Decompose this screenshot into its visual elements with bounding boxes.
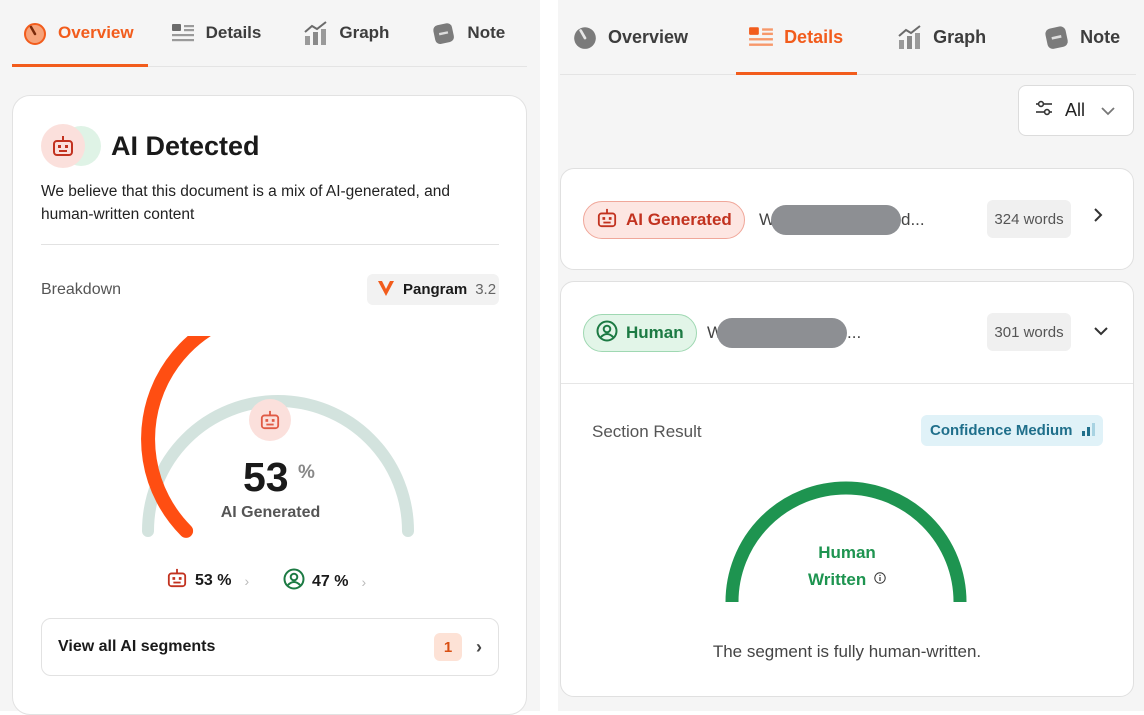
chart-icon [897,24,923,50]
confidence-badge: Confidence Medium [921,415,1103,446]
percent-sign: % [298,462,315,483]
redaction-bar [717,318,847,348]
human-result-line2-row: Written [561,566,1133,593]
info-icon[interactable] [874,566,886,592]
model-badge: Pangram 3.2 [367,274,499,305]
human-gauge [725,481,967,603]
chevron-right-icon: › [476,636,482,657]
gauge-robot-icon [249,399,291,441]
human-result-line2: Written [808,570,867,589]
segment-tag-label: AI Generated [626,210,732,229]
section-result-label: Section Result [592,422,702,441]
view-ai-segments-button[interactable]: View all AI segments 1 › [41,618,499,676]
model-name: Pangram [403,281,468,298]
tab-overview[interactable]: Overview [572,0,688,74]
pangram-logo-icon [377,279,395,301]
gauge-icon [22,20,48,46]
segment-filter-select[interactable]: All [1018,85,1134,136]
human-result-line1: Human [818,543,876,562]
model-version: 3.2 [475,281,497,298]
overview-panel: Overview Details Graph Note [0,0,540,715]
confidence-text: Confidence Medium [930,422,1073,439]
human-share-value: 47 % [312,572,349,590]
chevron-down-icon [1101,103,1115,119]
chevron-right-icon: › [361,573,367,590]
chevron-right-icon: › [244,572,250,589]
tab-label: Overview [608,26,689,47]
tab-label: Details [205,23,262,42]
ai-percent-value: 53 [243,454,289,500]
human-gauge-arc [725,481,967,603]
tab-label: Overview [58,23,134,42]
result-avatars [41,124,101,168]
divider [41,244,499,245]
ai-segment-count-badge: 1 [434,633,462,661]
robot-icon [41,124,85,168]
segment-preview-end: d... [901,210,925,229]
view-ai-segments-label: View all AI segments [58,638,216,655]
chevron-right-icon[interactable] [1093,207,1103,228]
ai-generated-tag: AI Generated [583,201,745,239]
detection-header: AI Detected [41,124,260,168]
tab-label: Graph [339,23,390,42]
tab-bar: Overview Details Graph Note [12,0,527,67]
word-count-badge: 301 words [987,313,1071,351]
sliders-icon [1035,100,1053,121]
filter-value: All [1065,100,1086,120]
tab-note[interactable]: Note [431,0,505,66]
tab-bar: Overview Details Graph Note [560,0,1136,75]
robot-icon [596,208,618,233]
segment-summary: The segment is fully human-written. [712,642,982,661]
tab-details[interactable]: Details [736,0,858,75]
tab-label: Note [467,23,506,42]
tab-graph[interactable]: Graph [897,0,986,74]
ai-share-value: 53 % [195,571,232,589]
robot-icon [166,568,188,593]
tab-note[interactable]: Note [1044,0,1120,74]
details-panel: Overview Details Graph Note All [558,0,1144,711]
tab-details[interactable]: Details [170,0,262,66]
gauge-ai-arc [141,336,211,538]
word-count-badge: 324 words [987,200,1071,238]
redaction-bar [771,205,901,235]
tab-overview[interactable]: Overview [12,0,148,67]
human-icon [283,568,305,595]
chart-icon [303,20,329,46]
tab-label: Note [1080,26,1121,47]
list-icon [170,20,196,46]
detection-title: AI Detected [111,130,260,161]
segment-tag-label: Human [626,323,684,342]
overview-card: AI Detected We believe that this documen… [12,95,527,715]
panel-gap [540,0,558,711]
chevron-down-icon[interactable] [1093,320,1109,341]
human-tag: Human [583,314,697,352]
breakdown-label: Breakdown [41,281,122,298]
list-icon [748,24,774,50]
gauge-icon [572,24,598,50]
ai-share-link[interactable]: 53 % › [166,568,249,593]
segment-row-ai[interactable]: AI Generated W d... 324 words [560,168,1134,270]
gauge-label: AI Generated [220,504,321,521]
signal-bars-icon [1081,421,1097,441]
segment-row-human[interactable]: Human W ... 301 words Section Result Con… [560,281,1134,697]
divider [561,383,1133,384]
note-icon [431,20,457,46]
segment-preview-end: ... [847,323,862,342]
human-share-link[interactable]: 47 % › [283,568,366,595]
detection-description: We believe that this document is a mix o… [41,183,450,223]
note-icon [1044,24,1070,50]
human-icon [596,320,618,347]
tab-label: Details [784,26,844,47]
tab-graph[interactable]: Graph [303,0,389,66]
tab-label: Graph [933,26,987,47]
